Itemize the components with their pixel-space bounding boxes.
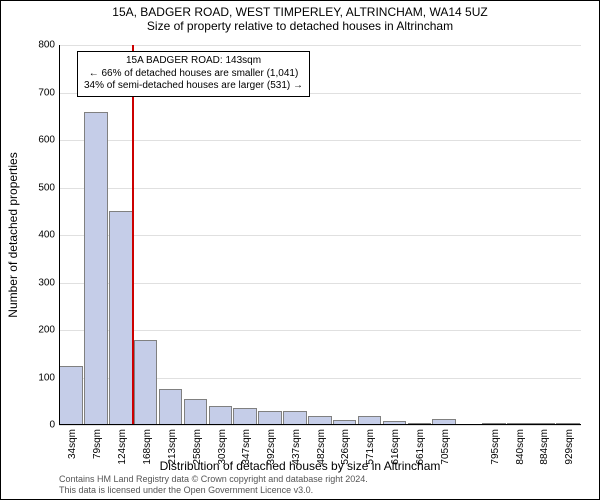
y-tick-label: 700 [38, 87, 59, 98]
y-tick-label: 600 [38, 135, 59, 146]
histogram-bar [184, 399, 208, 425]
chart-title-block: 15A, BADGER ROAD, WEST TIMPERLEY, ALTRIN… [1, 1, 599, 34]
histogram-bar [258, 411, 282, 425]
y-tick-label: 800 [38, 40, 59, 51]
x-tick-label: 168sqm [142, 429, 153, 465]
histogram-bar [159, 389, 183, 425]
x-axis-line [59, 424, 581, 425]
attribution-line2: This data is licensed under the Open Gov… [59, 485, 368, 495]
x-tick-label: 124sqm [117, 429, 128, 465]
x-tick-label: 79sqm [92, 429, 103, 459]
property-info-box: 15A BADGER ROAD: 143sqm ← 66% of detache… [77, 51, 310, 97]
x-axis-title: Distribution of detached houses by size … [160, 459, 441, 473]
x-tick-label: 840sqm [515, 429, 526, 465]
x-tick-label: 884sqm [539, 429, 550, 465]
histogram-bar [84, 112, 108, 426]
histogram-bars [59, 45, 581, 425]
info-line2: ← 66% of detached houses are smaller (1,… [84, 68, 303, 81]
info-line3: 34% of semi-detached houses are larger (… [84, 80, 303, 93]
y-tick-label: 100 [38, 372, 59, 383]
histogram-bar [109, 211, 133, 425]
y-tick-label: 0 [49, 420, 59, 431]
histogram-bar [134, 340, 158, 426]
gridline [59, 425, 581, 426]
y-tick-label: 500 [38, 182, 59, 193]
y-axis-title: Number of detached properties [6, 152, 20, 317]
histogram-bar [59, 366, 83, 425]
attribution-line1: Contains HM Land Registry data © Crown c… [59, 474, 368, 484]
x-tick-label: 705sqm [440, 429, 451, 465]
plot-area: 0100200300400500600700800 15A BADGER ROA… [59, 45, 581, 425]
y-tick-label: 400 [38, 230, 59, 241]
chart-subtitle: Size of property relative to detached ho… [1, 19, 599, 33]
x-tick-label: 795sqm [490, 429, 501, 465]
info-line1: 15A BADGER ROAD: 143sqm [84, 55, 303, 68]
histogram-bar [233, 408, 257, 425]
x-tick-label: 929sqm [564, 429, 575, 465]
y-tick-label: 300 [38, 277, 59, 288]
y-tick-label: 200 [38, 325, 59, 336]
chart-title-line1: 15A, BADGER ROAD, WEST TIMPERLEY, ALTRIN… [1, 5, 599, 19]
property-marker-line [132, 45, 134, 425]
y-axis-line [59, 45, 60, 425]
x-tick-label: 34sqm [67, 429, 78, 459]
attribution-text: Contains HM Land Registry data © Crown c… [59, 474, 368, 495]
histogram-bar [283, 411, 307, 425]
histogram-bar [209, 406, 233, 425]
